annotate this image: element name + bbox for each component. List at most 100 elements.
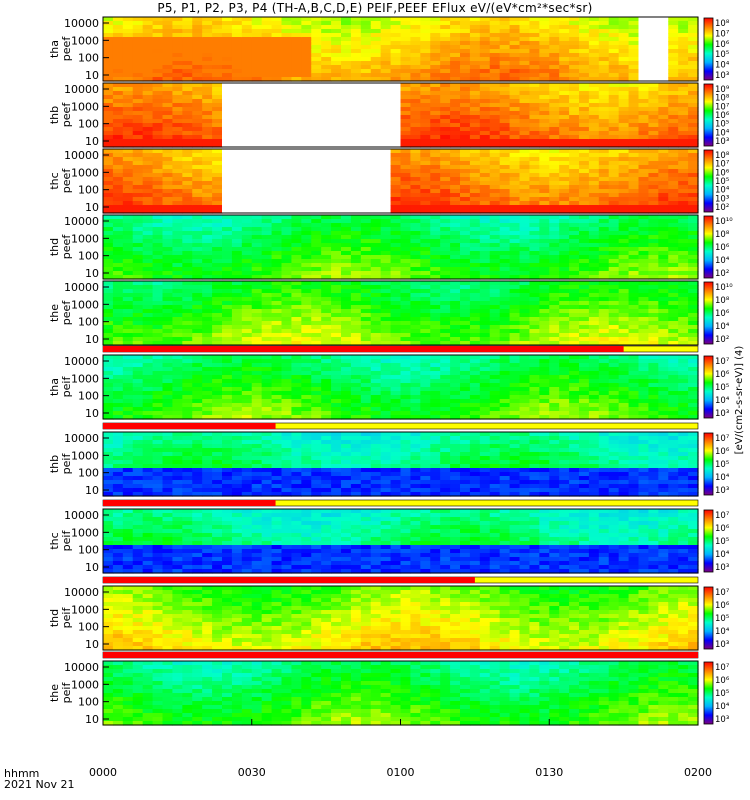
heatmap-cell <box>301 325 312 330</box>
heatmap-cell <box>122 143 134 148</box>
heatmap-cell <box>549 161 560 166</box>
heatmap-cell <box>331 251 342 256</box>
heatmap-cell <box>668 165 679 170</box>
heatmap-cell <box>182 17 193 22</box>
heatmap-cell <box>112 375 124 380</box>
heatmap-cell <box>440 305 451 310</box>
heatmap-cell <box>152 107 164 112</box>
heatmap-cell <box>579 95 590 100</box>
heatmap-cell <box>549 337 560 342</box>
heatmap-cell <box>390 337 402 342</box>
heatmap-cell <box>559 223 570 228</box>
heatmap-cell <box>291 139 302 144</box>
heatmap-cell <box>202 321 213 326</box>
heatmap-cell <box>559 297 570 302</box>
heatmap-cell <box>360 309 372 314</box>
heatmap-cell <box>152 131 164 136</box>
heatmap-cell <box>370 333 382 338</box>
heatmap-cell <box>638 41 650 46</box>
heatmap-cell <box>112 189 124 194</box>
heatmap-cell <box>618 189 630 194</box>
heatmap-cell <box>281 235 293 240</box>
heatmap-cell <box>509 185 521 190</box>
heatmap-cell <box>112 363 124 368</box>
heatmap-cell <box>341 135 352 140</box>
heatmap-cell <box>598 247 610 252</box>
heatmap-cell <box>172 69 183 74</box>
heatmap-cell <box>301 99 312 104</box>
heatmap-cell <box>410 57 421 62</box>
heatmap-cell <box>390 45 402 50</box>
heatmap-cell <box>241 127 253 132</box>
heatmap-cell <box>469 231 481 236</box>
heatmap-cell <box>549 333 560 338</box>
heatmap-cell <box>132 275 144 280</box>
heatmap-cell <box>251 127 263 132</box>
heatmap-cell <box>122 219 134 224</box>
heatmap-cell <box>341 177 352 182</box>
heatmap-cell <box>271 135 283 140</box>
heatmap-cell <box>390 149 402 154</box>
heatmap-cell <box>331 49 342 54</box>
heatmap-cell <box>658 139 669 144</box>
heatmap-cell <box>231 99 243 104</box>
heatmap-cell <box>112 181 124 186</box>
heatmap-cell <box>400 127 412 132</box>
heatmap-cell <box>122 263 134 268</box>
heatmap-cell <box>688 297 699 302</box>
heatmap-cell <box>469 49 481 54</box>
heatmap-cell <box>400 177 412 182</box>
heatmap-cell <box>499 333 511 338</box>
heatmap-cell <box>132 399 144 404</box>
heatmap-cell <box>559 153 570 158</box>
heatmap-cell <box>529 91 540 96</box>
heatmap-cell <box>618 111 630 116</box>
heatmap-cell <box>162 325 174 330</box>
heatmap-cell <box>132 41 144 46</box>
heatmap-cell <box>182 45 193 50</box>
heatmap-cell <box>212 25 223 30</box>
heatmap-cell <box>420 149 431 154</box>
heatmap-cell <box>261 209 273 214</box>
heatmap-cell <box>460 25 471 30</box>
heatmap-cell <box>638 215 650 220</box>
heatmap-cell <box>489 149 501 154</box>
heatmap-cell <box>519 239 531 244</box>
heatmap-cell <box>152 219 164 224</box>
heatmap-cell <box>549 247 560 252</box>
heatmap-cell <box>321 255 332 260</box>
heatmap-cell <box>688 173 699 178</box>
heatmap-cell <box>559 73 570 78</box>
heatmap-cell <box>222 313 233 318</box>
heatmap-cell <box>608 231 620 236</box>
heatmap-cell <box>688 139 699 144</box>
heatmap-cell <box>539 251 550 256</box>
heatmap-cell <box>182 87 193 92</box>
heatmap-cell <box>648 239 659 244</box>
heatmap-cell <box>559 107 570 112</box>
heatmap-cell <box>231 161 243 166</box>
heatmap-cell <box>420 169 431 174</box>
heatmap-cell <box>301 29 312 34</box>
heatmap-cell <box>479 243 491 248</box>
heatmap-cell <box>688 197 699 202</box>
heatmap-cell <box>271 313 283 318</box>
heatmap-cell <box>628 99 640 104</box>
heatmap-cell <box>608 201 620 206</box>
heatmap-cell <box>638 65 650 70</box>
heatmap-cell <box>410 197 421 202</box>
heatmap-cell <box>291 259 302 264</box>
heatmap-cell <box>509 235 521 240</box>
heatmap-cell <box>618 149 630 154</box>
heatmap-cell <box>608 227 620 232</box>
heatmap-cell <box>271 61 283 66</box>
heatmap-cell <box>281 95 293 100</box>
heatmap-cell <box>192 317 203 322</box>
heatmap-cell <box>132 297 144 302</box>
heatmap-cell <box>162 115 174 120</box>
heatmap-cell <box>360 197 372 202</box>
heatmap-cell <box>251 243 263 248</box>
heatmap-cell <box>172 131 183 136</box>
heatmap-cell <box>142 403 154 408</box>
heatmap-cell <box>628 231 640 236</box>
